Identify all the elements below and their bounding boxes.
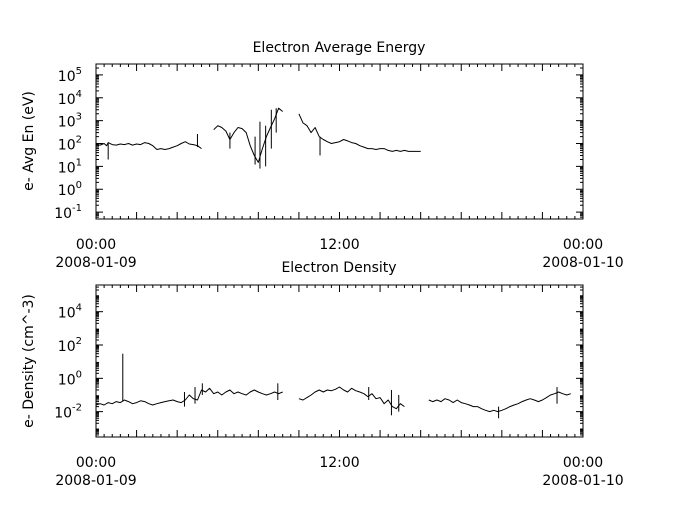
energy-y-tick-label: 10-1: [54, 203, 82, 222]
energy-y-tick-exponent: 1: [76, 157, 82, 168]
density-x-tick-label: 00:00: [563, 455, 603, 471]
panel-energy-ylabel: e- Avg En (eV): [21, 91, 37, 191]
density-y-tick-exponent: 4: [76, 303, 82, 314]
energy-series-line: [213, 107, 284, 163]
density-y-tick-label: 102: [58, 336, 82, 355]
panel-energy-frame: [95, 63, 584, 220]
panel-energy: Electron Average Energy e- Avg En (eV) 1…: [21, 40, 624, 271]
density-y-tick-label: 104: [58, 303, 82, 322]
energy-y-tick-label: 103: [58, 112, 82, 131]
energy-y-tick-label: 105: [58, 66, 82, 85]
density-x-tick-date: 2008-01-10: [542, 473, 623, 489]
panel-density-title: Electron Density: [281, 260, 396, 276]
density-y-tick-label: 100: [58, 369, 82, 388]
energy-series-line: [95, 141, 202, 150]
panel-energy-series: [95, 107, 421, 169]
density-x-tick-date: 2008-01-09: [55, 473, 136, 489]
energy-x-tick-label: 00:00: [76, 237, 116, 253]
density-x-tick-label: 00:00: [76, 455, 116, 471]
energy-y-tick-exponent: 4: [76, 89, 82, 100]
energy-y-tick-label: 104: [58, 89, 82, 108]
density-series-line: [428, 391, 571, 413]
density-x-tick-label: 12:00: [319, 455, 359, 471]
energy-y-tick-exponent: 2: [76, 135, 82, 146]
panel-energy-title: Electron Average Energy: [253, 40, 426, 56]
density-y-tick-label: 10-2: [54, 403, 82, 422]
energy-y-tick-exponent: 3: [76, 112, 82, 123]
energy-x-tick-date: 2008-01-09: [55, 255, 136, 271]
panel-density-series: [95, 353, 571, 419]
energy-x-tick-date: 2008-01-10: [542, 255, 623, 271]
energy-series-line: [298, 113, 421, 152]
density-y-tick-exponent: 0: [76, 369, 82, 380]
energy-y-tick-exponent: -1: [72, 203, 82, 214]
density-y-tick-exponent: 2: [76, 336, 82, 347]
density-series-line: [298, 386, 405, 410]
density-series-line: [95, 387, 283, 406]
panel-density-frame: [95, 284, 584, 438]
density-y-tick-exponent: -2: [72, 403, 82, 414]
panel-density-ylabel: e- Density (cm^-3): [21, 294, 37, 428]
panel-energy-axes: 10-110010110210310410500:002008-01-0912:…: [54, 64, 624, 271]
energy-y-tick-label: 101: [58, 157, 82, 176]
energy-x-tick-label: 00:00: [563, 237, 603, 253]
energy-y-tick-exponent: 0: [76, 180, 82, 191]
energy-y-tick-exponent: 5: [76, 66, 82, 77]
energy-x-tick-label: 12:00: [319, 237, 359, 253]
panel-density: Electron Density e- Density (cm^-3) 10-2…: [21, 260, 624, 489]
energy-y-tick-label: 102: [58, 135, 82, 154]
energy-y-tick-label: 100: [58, 180, 82, 199]
